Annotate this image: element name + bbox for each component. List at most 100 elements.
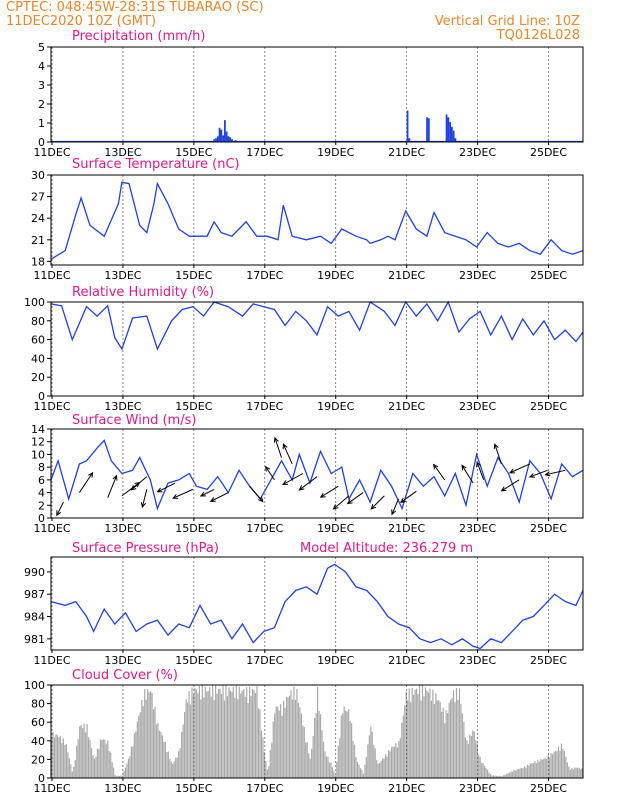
cloud-bar	[71, 771, 73, 778]
cloud-bar	[361, 769, 363, 778]
cloud-bar	[74, 759, 76, 778]
cloud-bar	[486, 769, 489, 778]
x-tick-label: 13DEC	[104, 400, 141, 413]
wind-arrow-head	[508, 468, 516, 474]
y-tick-label: 24	[31, 212, 45, 225]
cloud-bar	[51, 739, 53, 778]
cloud-bar	[191, 687, 193, 778]
cloud-bar	[532, 763, 534, 778]
cloud-bar	[417, 694, 419, 778]
cloud-bar	[98, 749, 100, 778]
wind-arrow	[141, 489, 148, 508]
cloud-bar	[107, 740, 109, 778]
x-tick-label: 23DEC	[459, 269, 496, 282]
y-tick-label: 987	[24, 588, 45, 601]
cloud-bar	[68, 758, 70, 778]
cloud-bar	[458, 688, 461, 778]
cloud-bar	[59, 735, 62, 778]
cloud-bar	[145, 699, 147, 778]
wind-arrow-head	[264, 465, 271, 472]
cloud-bar	[126, 763, 128, 778]
panel-precipitation: Precipitation (mm/h) 0 1 2 3 4 5 11DEC 13DEC 15D…	[33, 29, 584, 159]
cloud-bar	[247, 703, 249, 778]
cloud-bar	[424, 687, 427, 778]
cloud-bar	[349, 721, 351, 778]
cloud-bar	[56, 735, 59, 778]
cloud-bar	[454, 702, 456, 778]
cloud-bar	[209, 687, 211, 778]
cloud-bar	[246, 687, 248, 778]
cloud-bar	[377, 763, 379, 778]
cloud-bar	[70, 764, 72, 778]
cloud-bar	[556, 751, 558, 778]
x-tick-label: 19DEC	[317, 146, 354, 159]
cloud-bar	[67, 752, 69, 778]
cloud-bar	[418, 685, 421, 778]
cloud-bar	[150, 691, 152, 778]
header-right2: TQ0126L028	[496, 28, 580, 43]
cloud-bar	[386, 756, 388, 778]
cloud-bar	[345, 710, 347, 778]
cloud-bar	[384, 754, 387, 778]
x-tick-label: 25DEC	[530, 782, 567, 795]
wind-arrow	[131, 476, 148, 491]
x-tick-label: 21DEC	[388, 400, 425, 413]
y-tick-label: 18	[31, 255, 45, 268]
y-tick-label: 990	[24, 566, 45, 579]
x-tick-label: 19DEC	[317, 269, 354, 282]
y-tick-label: 40	[31, 352, 45, 365]
wind-arrow	[210, 492, 229, 502]
x-tick-label: 25DEC	[530, 400, 567, 413]
cloud-bar	[563, 751, 565, 778]
cloud-bar	[96, 748, 99, 778]
cloud-bar	[554, 750, 557, 778]
y-tick-label: 981	[24, 633, 45, 646]
cloud-bar	[275, 706, 277, 778]
x-tick-label: 23DEC	[459, 782, 496, 795]
header-line2: 11DEC2020 10Z (GMT)	[6, 14, 156, 29]
cloud-bar	[540, 759, 542, 778]
cloud-bar	[441, 711, 443, 778]
cloud-bar	[481, 762, 483, 778]
x-tick-label: 11DEC	[33, 522, 70, 535]
cloud-bar	[537, 759, 539, 778]
series-line	[50, 181, 584, 260]
cloud-bar	[296, 689, 298, 778]
cloud-bar	[277, 706, 279, 778]
wind-arrow-head	[544, 471, 551, 477]
wind-arrow-head	[500, 486, 507, 492]
cloud-bar	[76, 745, 78, 778]
cloud-bar	[515, 770, 517, 778]
cloud-bar	[124, 767, 127, 778]
cloud-bar	[299, 707, 301, 778]
wind-arrow-head	[281, 480, 289, 486]
x-tick-label: 25DEC	[530, 522, 567, 535]
cloud-bar	[356, 761, 359, 778]
cloud-bar	[274, 713, 276, 778]
wind-arrow	[299, 476, 318, 491]
cloud-bar	[302, 725, 304, 778]
x-tick-label: 21DEC	[388, 782, 425, 795]
panel-frame	[50, 428, 584, 519]
cloud-bar	[433, 703, 435, 778]
cloud-bar	[436, 700, 438, 778]
y-tick-label: 3	[38, 79, 45, 92]
cloud-bar	[200, 699, 202, 778]
cloud-bar	[262, 737, 264, 778]
cloud-bar	[517, 769, 520, 778]
cloud-bar	[549, 757, 551, 778]
cloud-bar	[253, 690, 255, 778]
cloud-bar	[240, 693, 242, 778]
cloud-bar	[531, 763, 533, 778]
cloud-bar	[370, 726, 372, 778]
x-tick-label: 15DEC	[175, 146, 212, 159]
cloud-bar	[169, 758, 171, 778]
cloud-bar	[324, 751, 326, 778]
y-tick-label: 14	[31, 423, 45, 436]
cloud-bar	[58, 737, 60, 778]
cloud-bar	[77, 739, 79, 778]
cloud-bar	[478, 754, 480, 778]
wind-arrow	[320, 485, 339, 498]
y-tick-label: 20	[31, 371, 45, 384]
panel-title-wind: Surface Wind (m/s)	[72, 413, 196, 428]
